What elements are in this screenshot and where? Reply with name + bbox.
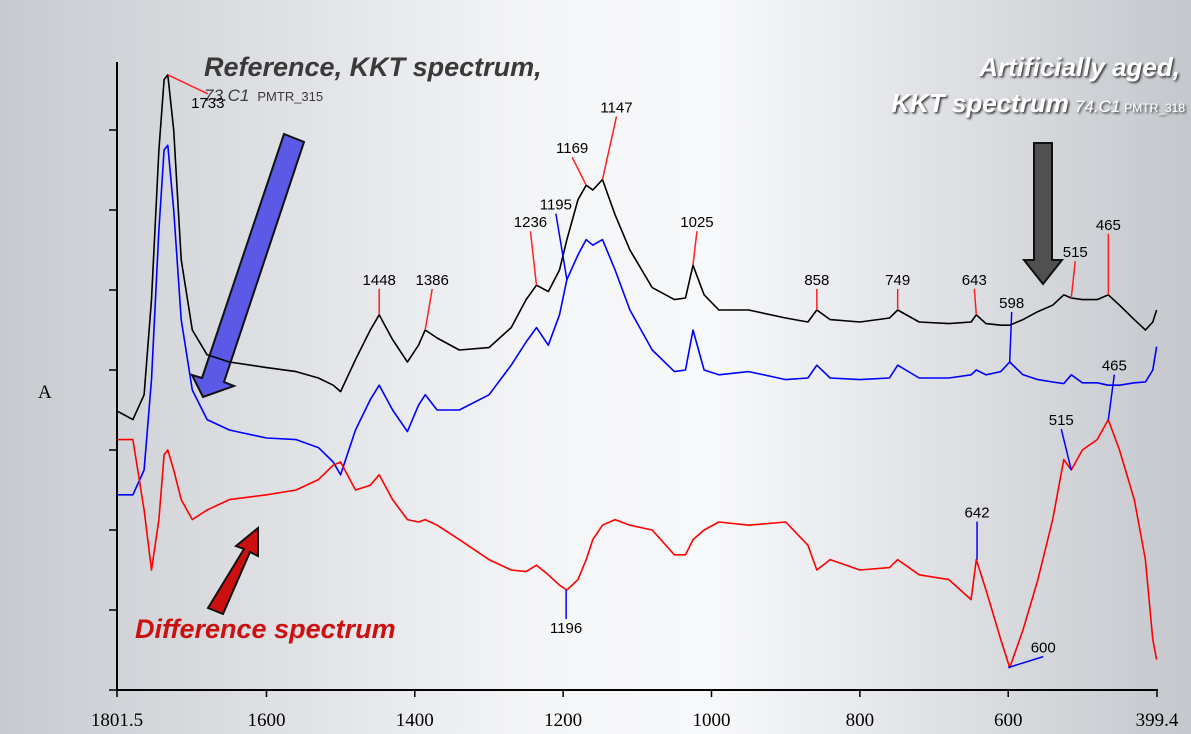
aged-code: PMTR_318	[1124, 101, 1185, 115]
aged-title: Artificially aged,	[978, 52, 1180, 82]
reference-id-text: 73.C1	[204, 86, 249, 105]
x-tick-label: 399.4	[1136, 710, 1179, 731]
peak-leader	[555, 213, 568, 280]
peak-leader	[529, 231, 538, 286]
peak-label: 1448	[363, 272, 396, 289]
peak-leader	[167, 74, 209, 95]
red-arrow	[206, 525, 259, 616]
peak-leader	[1070, 260, 1076, 299]
blue-arrow	[190, 132, 306, 399]
peak-leader	[1060, 428, 1072, 471]
peak-leader	[1007, 655, 1044, 669]
peak-label: 643	[962, 272, 987, 289]
x-tick-label: 1000	[693, 710, 731, 731]
peak-label: 465	[1096, 217, 1121, 234]
reference-code: PMTR_315	[257, 89, 323, 104]
aged-subtitle: KKT spectrum 74.C1 PMTR_318	[891, 88, 1185, 118]
peak-label: 858	[804, 272, 829, 289]
x-tick-label: 1600	[247, 710, 285, 731]
x-tick-label: 1200	[544, 710, 582, 731]
peak-label: 1236	[514, 214, 547, 231]
x-tick-label: 1801.5	[91, 710, 143, 731]
x-tick-label: 800	[846, 710, 875, 731]
peak-label: 600	[1031, 640, 1056, 657]
peak-leader	[692, 231, 698, 266]
peak-label: 515	[1063, 244, 1088, 261]
x-tick-label: 1400	[396, 710, 434, 731]
aged-id: 74.C1	[1075, 97, 1120, 116]
peak-leader	[424, 288, 433, 331]
peak-label: 1147	[600, 100, 632, 117]
peak-label: 1195	[540, 197, 572, 214]
peak-leader	[1008, 311, 1013, 363]
peak-label: 1196	[550, 620, 582, 637]
peak-label: 1025	[680, 214, 713, 231]
x-tick-label: 600	[994, 710, 1023, 731]
reference-id: 73.C1 PMTR_315	[204, 86, 323, 105]
peak-label: 1733	[191, 95, 224, 112]
peak-label: 1169	[556, 140, 588, 157]
aged-subtitle-text: KKT spectrum	[891, 88, 1069, 118]
spectrum-line	[118, 418, 1158, 669]
peak-leader	[1107, 374, 1116, 420]
peak-leader	[571, 156, 587, 186]
spectrum-line	[117, 74, 1158, 421]
peak-label: 465	[1102, 358, 1127, 375]
y-axis-label: A	[38, 382, 52, 403]
peak-label: 515	[1049, 412, 1074, 429]
spectrum-line	[118, 144, 1158, 496]
peak-label: 598	[999, 295, 1024, 312]
difference-label: Difference spectrum	[135, 614, 396, 644]
peak-label: 642	[965, 505, 990, 522]
reference-title: Reference, KKT spectrum,	[204, 52, 542, 82]
peak-leader	[601, 116, 618, 180]
peak-label: 1386	[416, 272, 449, 289]
peak-leader	[973, 288, 978, 315]
gray-arrow	[1021, 142, 1065, 286]
peak-label: 749	[885, 272, 910, 289]
